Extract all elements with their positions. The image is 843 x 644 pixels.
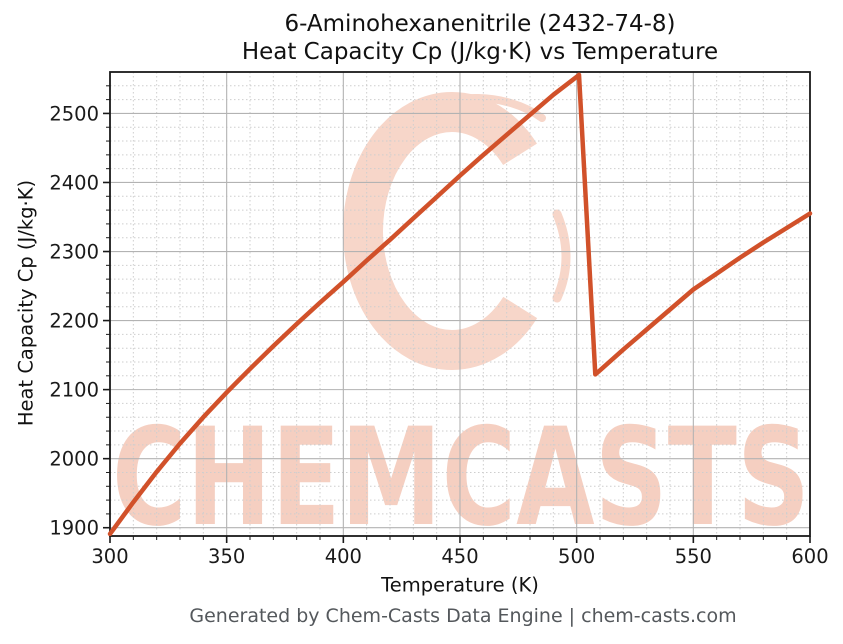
logo-brush-accent-right — [552, 209, 571, 303]
y-axis-label: Heat Capacity Cp (J/kg·K) — [14, 179, 38, 427]
y-tick-label: 2400 — [49, 171, 99, 194]
x-tick-label: 550 — [675, 545, 712, 568]
y-tick-label: 2200 — [49, 310, 99, 333]
chart-title: 6-Aminohexanenitrile (2432-74-8) Heat Ca… — [242, 10, 718, 66]
watermark-layer: CHEMCASTS — [112, 92, 810, 556]
y-tick-label: 2500 — [49, 102, 99, 125]
x-axis-label: Temperature (K) — [381, 573, 539, 597]
axes-box — [109, 71, 811, 537]
x-tick-label: 300 — [91, 545, 128, 568]
cp-curve — [107, 72, 813, 537]
x-tick-label: 400 — [325, 545, 362, 568]
x-tick-label: 350 — [208, 545, 245, 568]
tick-labels: 300 350 400 450 500 550 600 1900 2000 2100 2200 230… — [49, 102, 828, 568]
x-tick-label: 600 — [791, 545, 828, 568]
y-tick-label: 2100 — [49, 379, 99, 402]
x-tick-label: 500 — [558, 545, 595, 568]
logo-brush-accent-top — [409, 94, 546, 122]
y-tick-label: 1900 — [49, 517, 99, 540]
chemcasts-c-swirl-logo — [343, 92, 561, 370]
y-tick-label: 2300 — [49, 241, 99, 264]
chemcasts-watermark-text: CHEMCASTS — [112, 399, 810, 556]
chart-title-line2: Heat Capacity Cp (J/kg·K) vs Temperature — [241, 39, 719, 65]
chart-title-line1: 6-Aminohexanenitrile (2432-74-8) — [284, 11, 676, 37]
x-tick-label: 450 — [441, 545, 478, 568]
footer-attribution: Generated by Chem-Casts Data Engine | ch… — [189, 605, 737, 627]
y-tick-label: 2000 — [49, 448, 99, 471]
